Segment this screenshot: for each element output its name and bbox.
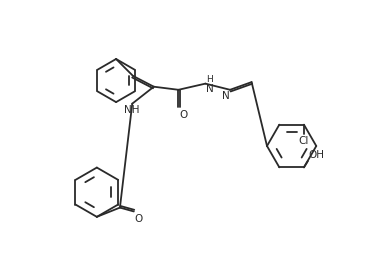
Text: OH: OH bbox=[309, 150, 325, 160]
Text: N: N bbox=[221, 91, 229, 101]
Text: Cl: Cl bbox=[299, 136, 309, 146]
Text: N: N bbox=[206, 84, 214, 95]
Text: O: O bbox=[179, 110, 187, 120]
Text: NH: NH bbox=[124, 105, 139, 115]
Text: H: H bbox=[206, 75, 213, 84]
Text: O: O bbox=[135, 214, 143, 224]
